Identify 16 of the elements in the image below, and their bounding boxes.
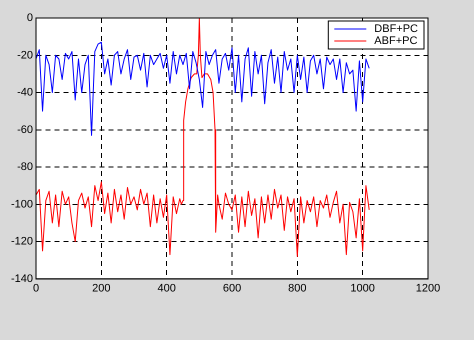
x-tick-label: 1200 [416, 282, 440, 294]
y-tick-label: -120 [10, 236, 34, 248]
x-tick-label: 200 [92, 282, 111, 294]
x-tick-label: 1000 [350, 282, 375, 294]
legend-label: ABF+PC [374, 35, 418, 48]
y-tick-label: -60 [17, 124, 34, 136]
y-tick-label: -80 [17, 161, 34, 174]
x-tick-label: 600 [222, 282, 242, 294]
y-tick-label: -100 [10, 198, 34, 210]
y-tick-label: -20 [17, 49, 34, 62]
y-tick-label: -40 [17, 86, 34, 99]
x-tick-label: 800 [288, 282, 307, 294]
y-tick-label: -140 [10, 272, 34, 285]
x-tick-label: 400 [158, 282, 176, 294]
y-tick-label: 0 [26, 12, 34, 24]
legend-label: DBF+PC [374, 23, 418, 36]
